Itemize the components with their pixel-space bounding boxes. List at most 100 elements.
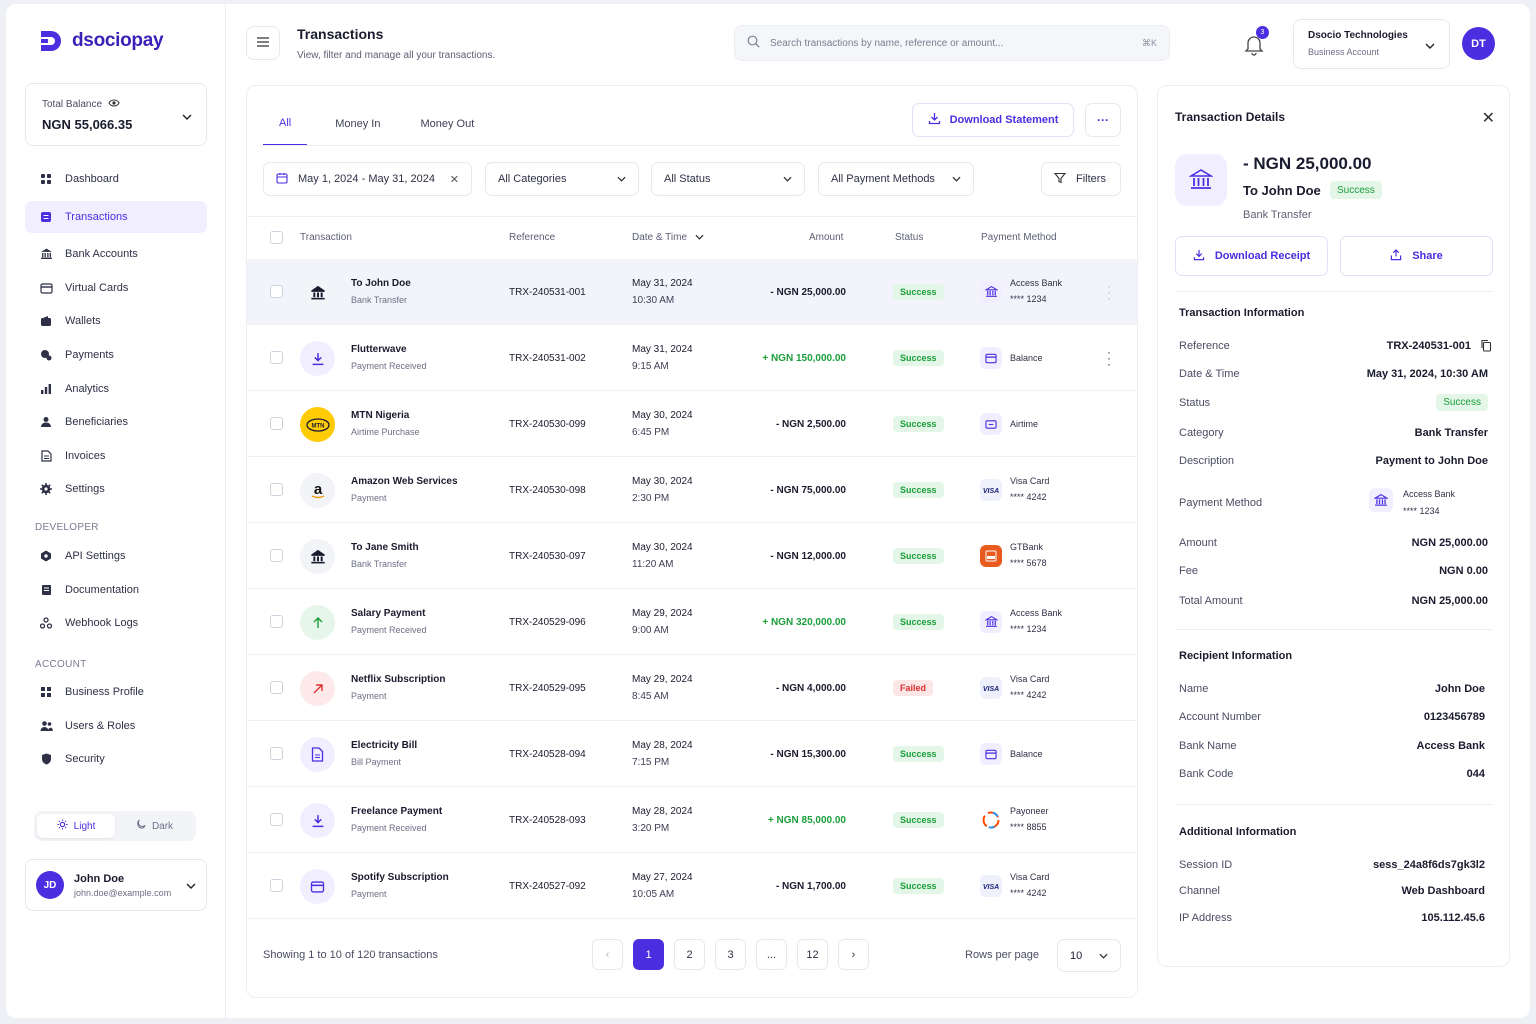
row-checkbox[interactable] [270, 615, 283, 628]
sidebar-item-label: Payments [65, 349, 114, 361]
user-icon [39, 415, 53, 429]
rows-per-page-select[interactable]: 10 [1057, 939, 1121, 972]
divider [263, 145, 1121, 146]
page-button-12[interactable]: 12 [797, 939, 828, 970]
row-checkbox[interactable] [270, 417, 283, 430]
sidebar-item-users-roles[interactable]: Users & Roles [25, 710, 207, 742]
sidebar-item-settings[interactable]: Settings [25, 473, 207, 505]
chevron-down-icon[interactable] [182, 109, 192, 123]
share-button[interactable]: Share [1340, 236, 1493, 276]
sidebar-item-api-settings[interactable]: API Settings [25, 540, 207, 572]
download-icon [300, 803, 335, 838]
transaction-name: To Jane Smith [351, 542, 419, 553]
table-row[interactable]: MTN MTN Nigeria Airtime Purchase TRX-240530… [247, 391, 1137, 457]
bank-icon [300, 275, 335, 310]
recipient-key-account: Account Number [1179, 711, 1261, 723]
sidebar-item-virtual-cards[interactable]: Virtual Cards [25, 272, 207, 304]
bell-icon [1244, 36, 1264, 59]
row-checkbox[interactable] [270, 879, 283, 892]
balance-card[interactable]: Total Balance NGN 55,066.35 [25, 83, 207, 146]
api-icon [39, 549, 53, 563]
sidebar-item-analytics[interactable]: Analytics [25, 373, 207, 405]
status-select[interactable]: All Status [651, 162, 805, 196]
transaction-type: Bank Transfer [351, 559, 408, 569]
more-options-button[interactable]: ··· [1085, 103, 1121, 137]
account-switcher[interactable]: Dsocio Technologies Business Account [1293, 19, 1450, 69]
menu-toggle-button[interactable] [246, 26, 280, 60]
payment-method-name: Access Bank [1010, 608, 1063, 618]
row-more-icon[interactable]: · · · [1107, 345, 1111, 371]
search-input[interactable] [770, 37, 1132, 49]
transaction-date: May 30, 2024 [632, 410, 693, 421]
table-row[interactable]: Salary Payment Payment Received TRX-240529… [247, 589, 1137, 655]
sidebar-item-security[interactable]: Security [25, 743, 207, 775]
clear-icon[interactable]: ✕ [449, 173, 459, 186]
sidebar-item-payments[interactable]: Payments [25, 339, 207, 371]
row-checkbox[interactable] [270, 813, 283, 826]
page-button-2[interactable]: 2 [674, 939, 705, 970]
sidebar-item-beneficiaries[interactable]: Beneficiaries [25, 406, 207, 438]
notifications-button[interactable]: 3 [1244, 26, 1269, 59]
prev-page-button[interactable]: ‹ [592, 939, 623, 970]
sidebar-item-dashboard[interactable]: Dashboard [25, 163, 207, 195]
tab-all[interactable]: All [263, 102, 308, 146]
table-row[interactable]: To Jane Smith Bank Transfer TRX-240530-097… [247, 523, 1137, 589]
row-checkbox[interactable] [270, 285, 283, 298]
row-checkbox[interactable] [270, 747, 283, 760]
visa-icon: VISA [980, 677, 1002, 699]
balance-value: NGN 55,066.35 [42, 117, 133, 132]
table-row[interactable]: Netflix Subscription Payment TRX-240529-09… [247, 655, 1137, 721]
payment-method-select[interactable]: All Payment Methods [818, 162, 974, 196]
sidebar-item-invoices[interactable]: Invoices [25, 440, 207, 472]
recipient-value-bank-code: 044 [1466, 768, 1485, 780]
category-select[interactable]: All Categories [485, 162, 639, 196]
table-row[interactable]: Freelance Payment Payment Received TRX-240… [247, 787, 1137, 853]
tab-money-in[interactable]: Money In [335, 118, 381, 130]
copy-icon[interactable] [1480, 339, 1492, 355]
sidebar-item-bank-accounts[interactable]: Bank Accounts [25, 238, 207, 270]
eye-icon[interactable] [108, 98, 120, 111]
row-checkbox[interactable] [270, 549, 283, 562]
next-page-button[interactable]: › [838, 939, 869, 970]
sidebar-item-wallets[interactable]: Wallets [25, 305, 207, 337]
sidebar-item-webhook-logs[interactable]: Webhook Logs [25, 607, 207, 639]
column-datetime[interactable]: Date & Time [632, 232, 704, 243]
table-row[interactable]: Flutterwave Payment Received TRX-240531-00… [247, 325, 1137, 391]
transaction-reference: TRX-240531-001 [509, 287, 586, 298]
close-icon[interactable]: ✕ [1481, 110, 1495, 127]
table-row[interactable]: Electricity Bill Bill Payment TRX-240528-0… [247, 721, 1137, 787]
filters-button[interactable]: Filters [1041, 162, 1121, 196]
avatar[interactable]: DT [1462, 27, 1495, 60]
transaction-amount: - NGN 12,000.00 [770, 551, 846, 562]
page-button-3[interactable]: 3 [715, 939, 746, 970]
table-row[interactable]: Spotify Subscription Payment TRX-240527-09… [247, 853, 1137, 919]
transactions-icon [39, 210, 53, 224]
payment-method-name: Visa Card [1010, 872, 1050, 882]
page-button-1[interactable]: 1 [633, 939, 664, 970]
user-menu[interactable]: JD John Doe john.doe@example.com [25, 859, 207, 911]
wallet-icon [980, 347, 1002, 369]
sidebar-item-transactions[interactable]: Transactions [25, 201, 207, 233]
table-row[interactable]: a Amazon Web Services Payment TRX-240530-09… [247, 457, 1137, 523]
light-theme-button[interactable]: Light [37, 814, 115, 838]
row-more-icon[interactable]: · · · [1107, 279, 1111, 305]
row-checkbox[interactable] [270, 483, 283, 496]
transaction-amount: - NGN 2,500.00 [775, 419, 846, 430]
account-name: Dsocio Technologies [1308, 30, 1408, 41]
date-range-filter[interactable]: May 1, 2024 - May 31, 2024 ✕ [263, 162, 472, 196]
table-row[interactable]: To John Doe Bank Transfer TRX-240531-001 Ma… [247, 259, 1137, 325]
tab-money-out[interactable]: Money Out [420, 118, 475, 130]
row-checkbox[interactable] [270, 681, 283, 694]
info-key-category: Category [1179, 427, 1224, 439]
row-checkbox[interactable] [270, 351, 283, 364]
download-receipt-button[interactable]: Download Receipt [1175, 236, 1328, 276]
brand-logo[interactable]: dsociopay [38, 28, 164, 54]
divider [1175, 804, 1492, 805]
sidebar-item-documentation[interactable]: Documentation [25, 574, 207, 606]
sidebar-item-business-profile[interactable]: Business Profile [25, 676, 207, 708]
select-all-checkbox[interactable] [270, 231, 283, 244]
status-badge: Success [893, 746, 944, 762]
additional-value-session: sess_24a8f6ds7gk3l2 [1373, 859, 1485, 871]
dark-theme-button[interactable]: Dark [115, 814, 193, 838]
download-statement-button[interactable]: Download Statement [912, 103, 1074, 137]
